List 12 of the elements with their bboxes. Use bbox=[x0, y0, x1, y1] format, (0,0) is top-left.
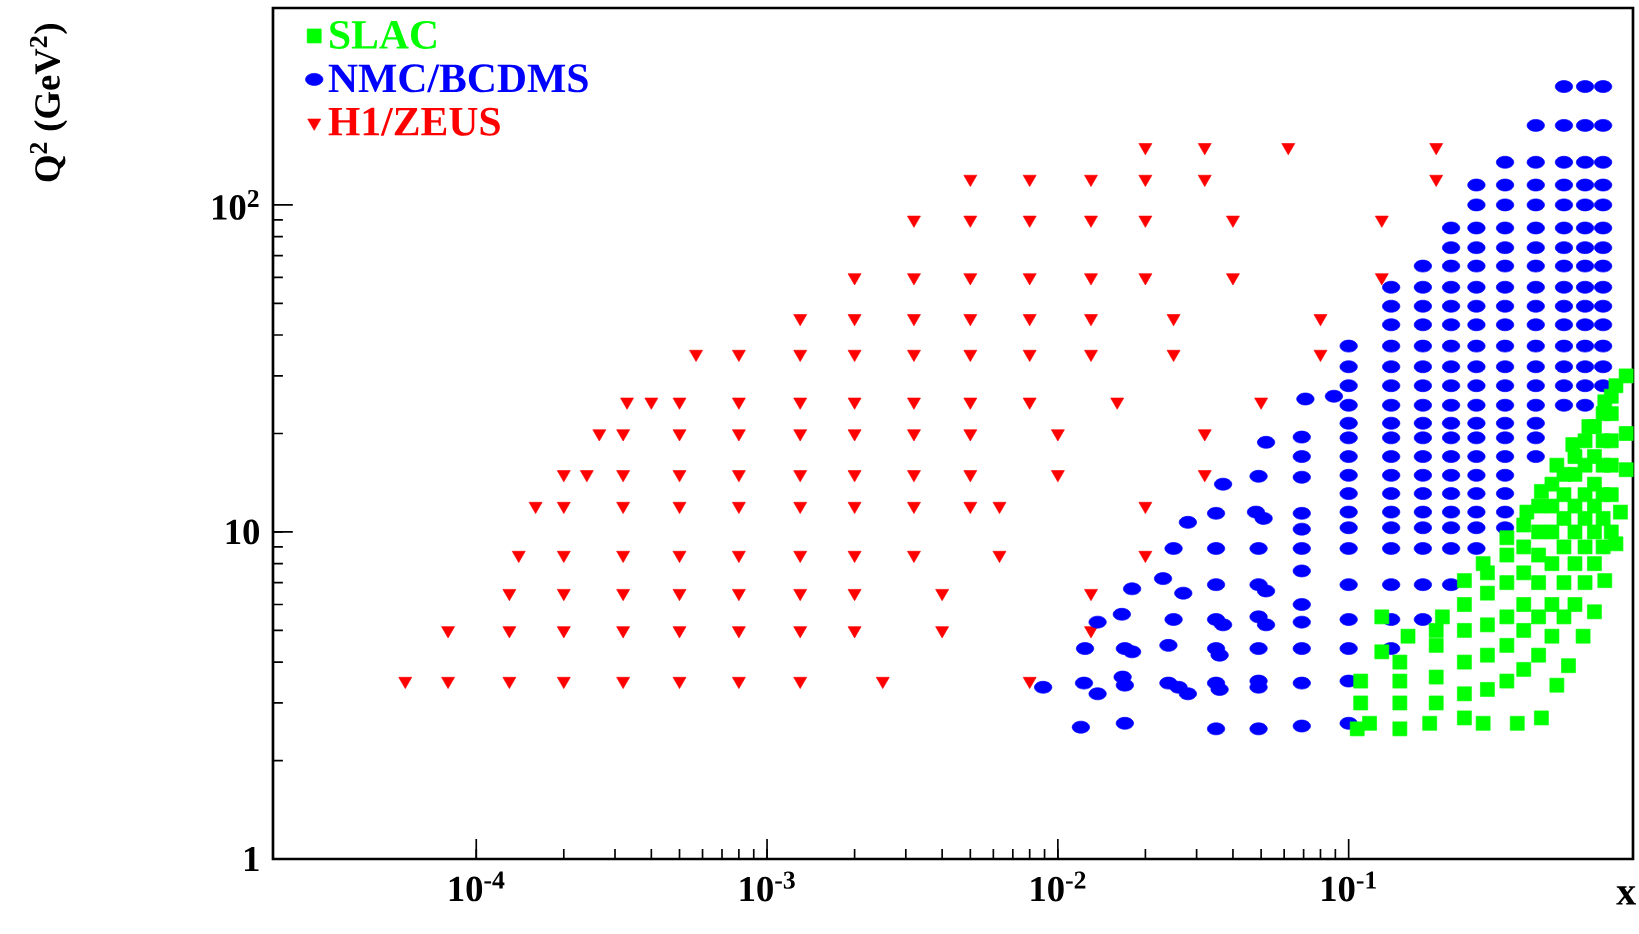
x-tick-label: 10$^{-3}$ bbox=[740, 871, 795, 902]
x-tick-label: 10$^{-2}$ bbox=[1031, 871, 1086, 902]
x-tick-label: 10$^{-1}$ bbox=[1322, 871, 1376, 902]
x-axis-title: x bbox=[1616, 886, 1636, 905]
y-axis-title: Q$^{2}$ (GeV$^{2}$) bbox=[29, 23, 68, 182]
y-tick-label: 10$^{2}$ bbox=[213, 189, 259, 220]
legend-label: H1/ZEUS bbox=[328, 107, 500, 136]
legend-label: NMC/BCDMS bbox=[328, 64, 588, 93]
y-tick-label: 10 bbox=[226, 519, 260, 545]
y-tick-label: 1 bbox=[245, 846, 259, 872]
legend-label: SLAC bbox=[330, 20, 436, 49]
x-tick-label: 10$^{-4}$ bbox=[449, 871, 505, 902]
